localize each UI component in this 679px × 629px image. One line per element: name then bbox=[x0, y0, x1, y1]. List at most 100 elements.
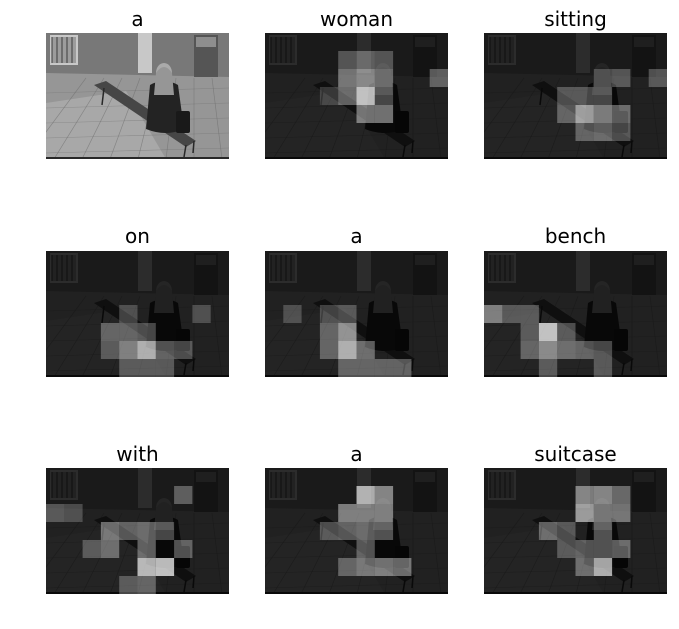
woman-hair bbox=[154, 67, 174, 95]
bench-leg bbox=[192, 575, 195, 589]
attention-cell bbox=[100, 341, 120, 359]
floor-tile-line bbox=[265, 117, 448, 124]
left-window bbox=[269, 253, 297, 283]
woman-hair bbox=[592, 502, 612, 530]
bench-leg bbox=[621, 144, 625, 158]
attention-cell bbox=[374, 486, 394, 504]
floor-tile-line bbox=[265, 552, 448, 559]
attention-cell bbox=[192, 305, 211, 323]
attention-cell bbox=[100, 323, 120, 341]
attention-cell bbox=[648, 69, 667, 87]
left-window bbox=[50, 470, 78, 500]
bench-leg bbox=[539, 305, 543, 324]
attention-cell bbox=[119, 576, 138, 594]
suitcase bbox=[395, 546, 409, 568]
floor-tile-line bbox=[46, 522, 229, 529]
attention-cell bbox=[612, 69, 631, 87]
scene-dimmed bbox=[484, 468, 667, 594]
suitcase bbox=[614, 546, 628, 568]
attention-cell bbox=[100, 522, 120, 540]
scene bbox=[46, 33, 229, 159]
light-column bbox=[138, 251, 152, 291]
bench-leg bbox=[101, 87, 105, 106]
right-door-glass bbox=[415, 472, 435, 482]
right-door-glass bbox=[415, 255, 435, 265]
bench-leg bbox=[320, 305, 324, 324]
floor-tile-line bbox=[46, 147, 229, 154]
panel-title: a bbox=[350, 442, 363, 466]
floor-tile-line bbox=[484, 350, 667, 357]
bench-leg bbox=[539, 522, 543, 541]
left-window bbox=[269, 470, 297, 500]
light-column bbox=[138, 468, 152, 508]
bench-leg bbox=[411, 140, 414, 154]
attention-cell bbox=[338, 323, 357, 341]
suitcase bbox=[176, 111, 190, 133]
attention-cell bbox=[393, 558, 412, 576]
attention-cell bbox=[538, 359, 558, 377]
bench-leg bbox=[183, 362, 187, 376]
attention-map bbox=[484, 468, 667, 594]
light-column bbox=[576, 251, 590, 291]
floor-tile-line bbox=[46, 552, 229, 559]
woman-hair bbox=[373, 502, 393, 530]
floor-tile-line bbox=[265, 567, 448, 574]
bench-leg bbox=[101, 305, 105, 324]
light-column bbox=[576, 468, 590, 508]
floor-tile-line bbox=[265, 582, 448, 589]
floor-tile-line bbox=[265, 295, 306, 351]
floor-tile-line bbox=[46, 117, 229, 124]
floor-tile-line bbox=[109, 512, 141, 594]
attention-cell bbox=[119, 305, 138, 323]
bench-leg bbox=[101, 522, 105, 541]
floor-tile-line bbox=[547, 77, 579, 159]
left-window bbox=[488, 253, 516, 283]
floor-tile-line bbox=[265, 132, 448, 139]
attention-cell bbox=[593, 341, 613, 359]
attention-map bbox=[484, 251, 667, 377]
attention-cell bbox=[137, 558, 156, 576]
woman-hair bbox=[154, 285, 174, 313]
floor-tile-line bbox=[109, 77, 141, 159]
floor-tile-line bbox=[484, 365, 667, 372]
attention-cell bbox=[137, 359, 156, 377]
floor-tile-line bbox=[265, 512, 306, 568]
scene-dimmed bbox=[265, 468, 448, 594]
right-door-glass bbox=[196, 255, 216, 265]
attention-cell bbox=[374, 359, 394, 377]
attention-cell bbox=[557, 341, 576, 359]
floor-tile-line bbox=[484, 522, 667, 529]
panel-title: bench bbox=[544, 224, 607, 248]
panel-title: a bbox=[350, 224, 363, 248]
attention-cell bbox=[137, 522, 156, 540]
attention-cell bbox=[155, 359, 175, 377]
suitcase bbox=[614, 111, 628, 133]
attention-cell bbox=[174, 341, 193, 359]
right-door-glass bbox=[415, 37, 435, 47]
attention-cell bbox=[593, 558, 613, 576]
floor-tile-line bbox=[547, 295, 579, 377]
scene-dimmed bbox=[46, 251, 229, 377]
attention-cell bbox=[356, 359, 375, 377]
floor-tile-line bbox=[484, 582, 667, 589]
floor-tile-line bbox=[46, 512, 87, 568]
attention-cell bbox=[374, 105, 394, 123]
floor-tile-line bbox=[46, 582, 229, 589]
left-window bbox=[50, 35, 78, 65]
floor-tile-line bbox=[484, 77, 525, 133]
suitcase bbox=[176, 329, 190, 351]
bench-leg bbox=[402, 362, 406, 376]
attention-cell bbox=[612, 486, 631, 504]
attention-cell bbox=[155, 341, 175, 359]
floor-tile-line bbox=[109, 295, 141, 377]
attention-cell bbox=[319, 341, 339, 359]
attention-cell bbox=[520, 305, 539, 323]
attention-cell bbox=[374, 558, 394, 576]
floor-tile-line bbox=[265, 77, 306, 133]
attention-cell bbox=[356, 341, 375, 359]
woman-hair bbox=[154, 502, 174, 530]
attention-cell bbox=[520, 341, 539, 359]
bottom-edge bbox=[46, 157, 229, 159]
right-door-glass bbox=[634, 37, 654, 47]
right-door-glass bbox=[634, 472, 654, 482]
